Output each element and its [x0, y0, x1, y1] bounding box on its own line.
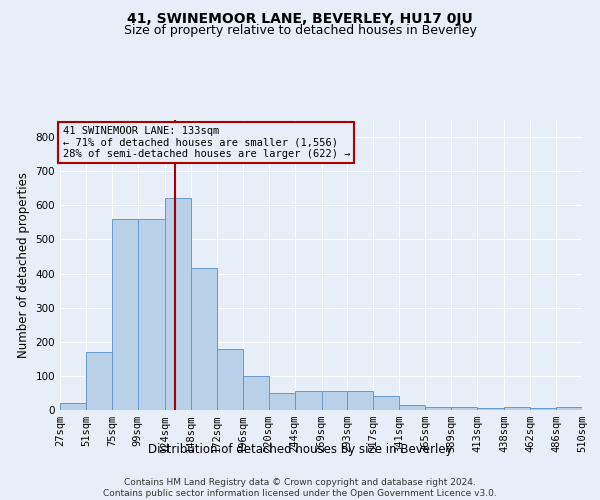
Bar: [86, 352, 112, 410]
Bar: [347, 391, 373, 410]
Bar: [242, 376, 269, 410]
Bar: [60, 403, 86, 410]
Bar: [191, 268, 217, 410]
Bar: [112, 219, 138, 410]
Bar: [477, 408, 504, 410]
Bar: [322, 391, 347, 410]
Text: Size of property relative to detached houses in Beverley: Size of property relative to detached ho…: [124, 24, 476, 37]
Bar: [217, 348, 242, 410]
Text: 41 SWINEMOOR LANE: 133sqm
← 71% of detached houses are smaller (1,556)
28% of se: 41 SWINEMOOR LANE: 133sqm ← 71% of detac…: [62, 126, 350, 159]
Bar: [425, 406, 451, 410]
Bar: [295, 391, 322, 410]
Bar: [269, 393, 295, 410]
Bar: [373, 396, 400, 410]
Bar: [165, 198, 191, 410]
Y-axis label: Number of detached properties: Number of detached properties: [17, 172, 30, 358]
Bar: [504, 408, 530, 410]
Bar: [530, 408, 556, 410]
Bar: [400, 405, 425, 410]
Bar: [556, 408, 582, 410]
Text: Contains HM Land Registry data © Crown copyright and database right 2024.
Contai: Contains HM Land Registry data © Crown c…: [103, 478, 497, 498]
Bar: [138, 219, 165, 410]
Bar: [451, 406, 477, 410]
Text: 41, SWINEMOOR LANE, BEVERLEY, HU17 0JU: 41, SWINEMOOR LANE, BEVERLEY, HU17 0JU: [127, 12, 473, 26]
Text: Distribution of detached houses by size in Beverley: Distribution of detached houses by size …: [148, 442, 452, 456]
